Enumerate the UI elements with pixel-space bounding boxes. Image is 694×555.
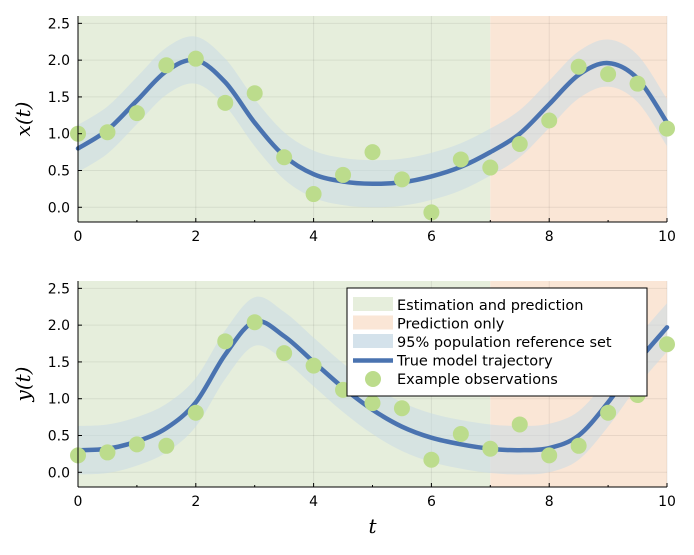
y-tick-label: 1.0 [48, 127, 70, 143]
panel-x: 0 2 4 6 8 10 0.0 0.5 1.0 1.5 2.0 2.5 x(t) [11, 16, 676, 245]
observation-point [364, 144, 381, 161]
x-tick-label: 6 [427, 494, 436, 510]
legend-label: 95% population reference set [397, 335, 612, 351]
observation-point [217, 333, 234, 350]
y-tick-label: 1.5 [48, 355, 70, 371]
observation-point [335, 166, 352, 183]
observation-point [452, 151, 469, 168]
x-tick-label: 0 [74, 494, 83, 510]
observation-point [246, 85, 263, 102]
y-tick-label: 0.5 [48, 164, 70, 180]
observation-point [511, 136, 528, 153]
observation-point [452, 426, 469, 443]
observation-point [305, 186, 322, 203]
observation-point [629, 75, 646, 92]
x-tick-label: 4 [309, 494, 318, 510]
y-tick-label: 2.5 [48, 281, 70, 297]
y-tick-label: 2.0 [48, 318, 70, 334]
observation-point [659, 336, 675, 353]
x-tick-label: 10 [658, 494, 676, 510]
observation-point [128, 105, 145, 122]
observation-point [482, 159, 499, 176]
x-tick-label: 10 [658, 229, 676, 245]
legend-box [346, 287, 648, 397]
y-tick-label: 2.5 [48, 16, 70, 32]
legend-label: True model trajectory [396, 354, 553, 370]
y-tick-label: 1.5 [48, 90, 70, 106]
y-tick-label: 0.5 [48, 429, 70, 445]
observation-point [276, 149, 293, 166]
observation-point [393, 400, 410, 417]
legend-swatch [353, 315, 393, 330]
observation-point [158, 57, 175, 74]
y-tick-label: 0.0 [48, 465, 70, 481]
legend-label: Estimation and prediction [397, 298, 583, 314]
observation-point [541, 447, 558, 464]
observation-point [128, 436, 145, 453]
y-axis-label: y(t) [11, 367, 35, 403]
x-tick-label: 0 [74, 229, 83, 245]
x-tick-label: 8 [545, 229, 554, 245]
observation-point [482, 440, 499, 457]
x-tick-label: 2 [191, 229, 200, 245]
observation-point [541, 112, 558, 129]
observation-point [99, 124, 116, 141]
legend-swatch [353, 297, 393, 311]
observation-point [99, 444, 116, 461]
true-trajectory-line [75, 57, 670, 187]
legend-label: Example observations [397, 372, 558, 388]
x-tick-label: 8 [545, 494, 554, 510]
x-tick-label: 2 [191, 494, 200, 510]
observation-point [276, 345, 293, 362]
y-axis-label: x(t) [11, 102, 35, 137]
x-axis-label: t [368, 514, 377, 538]
observation-point [187, 404, 204, 421]
legend: Estimation and prediction Prediction only… [346, 287, 648, 397]
observation-point [217, 94, 234, 111]
y-tick-label: 1.0 [48, 392, 70, 408]
observation-point [570, 437, 587, 454]
observation-point [246, 314, 263, 331]
observation-point [659, 120, 675, 137]
x-tick-label: 6 [427, 229, 436, 245]
observation-point [364, 395, 381, 412]
legend-label: Prediction only [397, 317, 505, 333]
observation-point [423, 204, 440, 221]
observation-point [158, 437, 175, 454]
observation-point [423, 451, 440, 468]
y-tick-label: 0.0 [48, 200, 70, 216]
x-tick-label: 4 [309, 229, 318, 245]
observation-point [570, 58, 587, 75]
observation-point [187, 50, 204, 67]
observation-point [511, 416, 528, 433]
observation-point [600, 404, 617, 421]
legend-swatch [353, 334, 393, 348]
observation-point [393, 171, 410, 188]
observation-point [305, 357, 322, 374]
observation-point [600, 66, 617, 83]
y-tick-label: 2.0 [48, 53, 70, 69]
legend-swatch-marker [365, 371, 381, 387]
